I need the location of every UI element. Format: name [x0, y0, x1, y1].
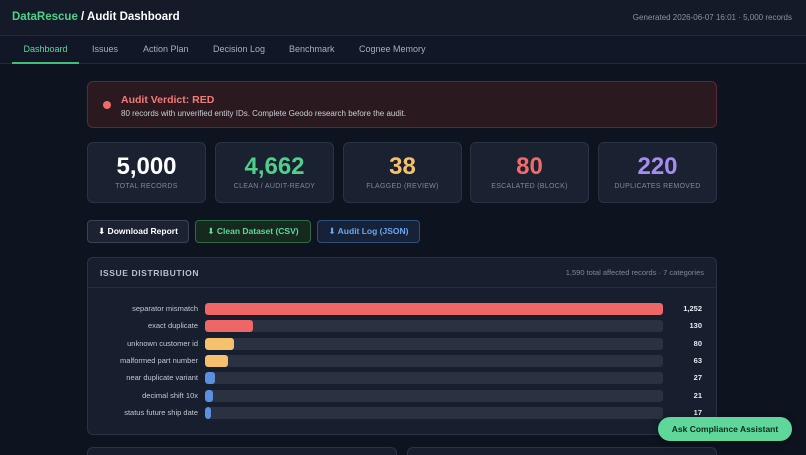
issue-bar-track — [205, 320, 663, 333]
issue-bar-track — [205, 406, 663, 419]
audit-log-json-button[interactable]: ⬇ Audit Log (JSON) — [317, 220, 420, 243]
stat-card-escalated: 80 ESCALATED (BLOCK) — [470, 142, 589, 203]
issue-label: near duplicate variant — [126, 373, 198, 383]
panel-header: ISSUE DISTRIBUTION 1,590 total affected … — [88, 258, 716, 288]
issue-count: 27 — [693, 373, 702, 383]
issue-bar-row: separator mismatch 1,252 — [88, 301, 716, 318]
stat-value: 220 — [637, 153, 678, 180]
lower-right-panel — [407, 447, 717, 455]
issue-bar-track — [205, 303, 663, 315]
panel-title: ISSUE DISTRIBUTION — [100, 268, 200, 278]
generated-info: Generated 2026-06-07 16:01 · 5,000 recor… — [632, 13, 792, 22]
issue-count: 63 — [693, 355, 702, 365]
issue-bar-fill — [205, 354, 228, 367]
issue-bar-fill — [205, 372, 215, 385]
issue-bar-row: decimal shift 10x 21 — [88, 388, 716, 405]
page-title: Audit Dashboard — [87, 11, 180, 23]
tab-issues[interactable]: Issues — [92, 44, 119, 54]
lower-left-panel — [87, 447, 397, 455]
audit-verdict-banner: Audit Verdict: RED 80 records with unver… — [87, 81, 717, 128]
issue-bar-track — [205, 372, 663, 385]
issue-count: 80 — [693, 338, 702, 348]
stat-label: TOTAL RECORDS — [115, 183, 178, 190]
tab-action-plan[interactable]: Action Plan — [143, 44, 189, 54]
issue-distribution-panel: ISSUE DISTRIBUTION 1,590 total affected … — [87, 257, 717, 435]
tab-cognee-memory[interactable]: Cognee Memory — [359, 44, 426, 54]
tab-benchmark[interactable]: Benchmark — [289, 44, 335, 54]
panel-meta: 1,590 total affected records · 7 categor… — [565, 268, 704, 277]
stat-value: 4,662 — [244, 153, 305, 180]
issue-label: unknown customer id — [127, 338, 198, 348]
stat-label: ESCALATED (BLOCK) — [491, 183, 568, 190]
stat-label: DUPLICATES REMOVED — [614, 183, 701, 190]
clean-dataset-csv-button[interactable]: ⬇ Clean Dataset (CSV) — [195, 220, 311, 243]
tab-bar: Dashboard Issues Action Plan Decision Lo… — [0, 36, 806, 64]
issue-bar-row: unknown customer id 80 — [88, 336, 716, 353]
issue-label: status future ship date — [124, 407, 198, 417]
issue-bar-row: malformed part number 63 — [88, 353, 716, 370]
app-title: DataRescue / Audit Dashboard — [12, 11, 180, 23]
stat-card-flagged: 38 FLAGGED (REVIEW) — [343, 142, 462, 203]
stat-label: CLEAN / AUDIT-READY — [233, 183, 316, 190]
issue-count: 130 — [689, 321, 702, 331]
stat-label: FLAGGED (REVIEW) — [366, 183, 439, 190]
top-bar: DataRescue / Audit Dashboard Generated 2… — [0, 0, 806, 36]
tab-dashboard[interactable]: Dashboard — [12, 36, 79, 64]
stat-value: 5,000 — [116, 153, 177, 180]
issue-bar-fill — [205, 389, 213, 402]
status-dot-icon — [103, 101, 111, 109]
stat-value: 80 — [516, 153, 543, 180]
issue-bar-fill — [205, 337, 234, 350]
brand-name: DataRescue — [12, 11, 78, 23]
ask-compliance-assistant-button[interactable]: Ask Compliance Assistant — [658, 417, 792, 441]
stat-card-duplicates: 220 DUPLICATES REMOVED — [598, 142, 717, 203]
issue-bar-row: near duplicate variant 27 — [88, 370, 716, 387]
issue-bar-fill — [205, 320, 253, 333]
issue-label: decimal shift 10x — [142, 390, 198, 400]
download-report-button[interactable]: ⬇ Download Report — [87, 220, 189, 243]
issue-bar-row: exact duplicate 130 — [88, 318, 716, 335]
issue-bar-track — [205, 337, 663, 350]
issue-bar-track — [205, 354, 663, 367]
verdict-subtitle: 80 records with unverified entity IDs. C… — [121, 109, 407, 118]
stat-value: 38 — [389, 153, 416, 180]
issue-label: separator mismatch — [132, 304, 198, 313]
tab-decision-log[interactable]: Decision Log — [213, 44, 266, 54]
issue-label: exact duplicate — [147, 321, 198, 331]
issue-bar-track — [205, 389, 663, 402]
issue-count: 21 — [693, 390, 702, 400]
issue-bar-row: status future ship date 17 — [88, 405, 716, 422]
issue-bar-fill — [205, 303, 663, 315]
title-separator: / — [77, 11, 88, 23]
issue-count: 17 — [693, 407, 702, 417]
issue-count: 1,252 — [683, 304, 702, 313]
stat-card-clean: 4,662 CLEAN / AUDIT-READY — [215, 142, 334, 203]
issue-label: malformed part number — [120, 355, 198, 365]
verdict-title: Audit Verdict: RED — [121, 94, 215, 106]
stat-card-total-records: 5,000 TOTAL RECORDS — [87, 142, 206, 203]
issue-bar-fill — [205, 406, 211, 419]
